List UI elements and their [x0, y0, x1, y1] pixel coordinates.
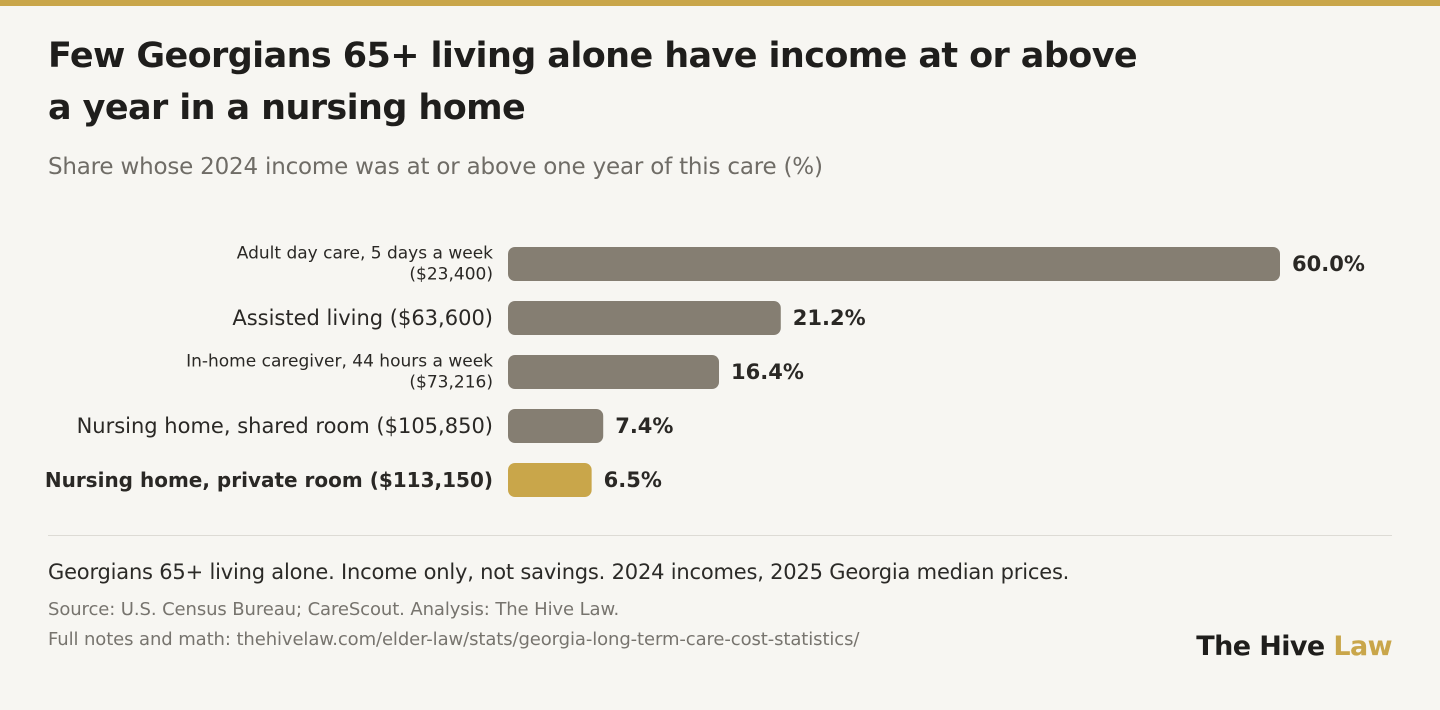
- category-label-line: Nursing home, private room ($113,150): [45, 468, 493, 492]
- value-label: 6.5%: [604, 468, 662, 492]
- category-label: Nursing home, private room ($113,150): [45, 468, 493, 492]
- value-label: 21.2%: [793, 306, 866, 330]
- brand-accent: Law: [1333, 631, 1392, 662]
- footer-divider: [48, 535, 1392, 536]
- bar: [508, 463, 592, 497]
- bar: [508, 301, 781, 335]
- category-label: In-home caregiver, 44 hours a week ($73,2…: [186, 352, 493, 393]
- bar-chart: 60.0% Adult day care, 5 days a week ($23,4…: [45, 244, 1365, 497]
- bar: [508, 355, 720, 389]
- bar: [508, 409, 604, 443]
- category-label: Nursing home, shared room ($105,850): [77, 414, 493, 438]
- brand-name: The Hive: [1196, 631, 1325, 662]
- footer-note: Georgians 65+ living alone. Income only,…: [48, 560, 1070, 584]
- value-label: 16.4%: [731, 360, 804, 384]
- category-label: Adult day care, 5 days a week ($23,400): [237, 244, 493, 285]
- category-label-line: Nursing home, shared room ($105,850): [77, 414, 493, 438]
- category-label: Assisted living ($63,600): [232, 306, 493, 330]
- brand-logo: The Hive Law: [1196, 630, 1392, 664]
- category-label-line: In-home caregiver, 44 hours a week: [186, 352, 493, 372]
- category-label-line: ($73,216): [409, 373, 493, 393]
- value-label: 7.4%: [615, 414, 673, 438]
- chart-subtitle: Share whose 2024 income was at or above …: [48, 154, 823, 180]
- value-label: 60.0%: [1292, 252, 1365, 276]
- bar: [508, 247, 1280, 281]
- footer-full-notes: Full notes and math: thehivelaw.com/elde…: [48, 629, 860, 650]
- top-accent-rule: [0, 0, 1440, 6]
- category-label-line: ($23,400): [409, 265, 493, 285]
- category-label-line: Assisted living ($63,600): [232, 306, 493, 330]
- category-label-line: Adult day care, 5 days a week: [237, 244, 493, 264]
- chart-title: Few Georgians 65+ living alone have inco…: [48, 36, 1138, 128]
- footer-source: Source: U.S. Census Bureau; CareScout. A…: [48, 599, 620, 620]
